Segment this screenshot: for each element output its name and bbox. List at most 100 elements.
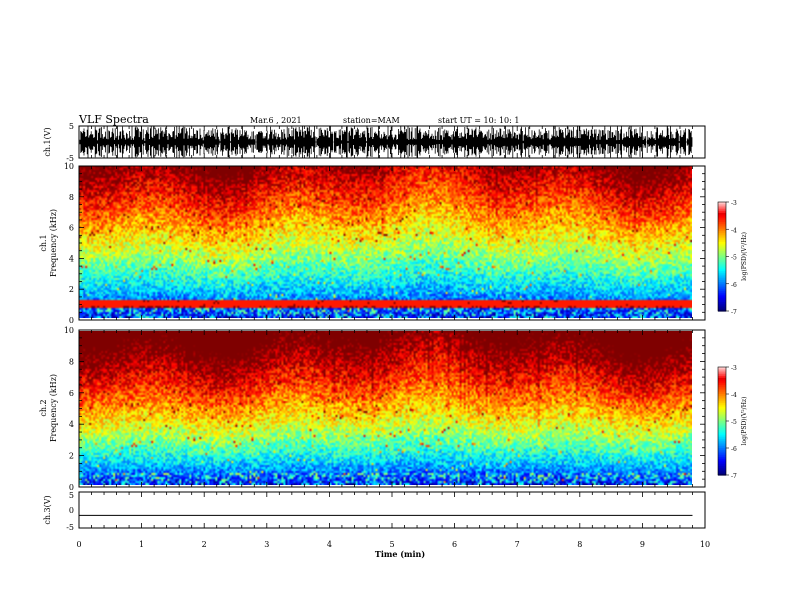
ch1-colorbar: -3 -4 -5 -6 -7 log(PSD)(V²/Hz) <box>717 200 748 316</box>
x-tick-label: 6 <box>452 540 457 549</box>
colorbar-segment <box>718 225 726 229</box>
station-label: station=MAM <box>343 116 400 125</box>
colorbar-segment <box>718 265 726 268</box>
colorbar-segment <box>718 444 726 447</box>
colorbar-segment <box>718 216 726 219</box>
colorbar-segment <box>718 307 726 310</box>
colorbar-segment <box>718 426 726 429</box>
ch3-ytick-bottom: -5 <box>66 523 74 532</box>
x-tick-label: 10 <box>700 540 710 549</box>
colorbar-segment <box>718 274 726 278</box>
colorbar-segment <box>718 238 726 241</box>
colorbar-segment <box>718 243 726 247</box>
colorbar-segment <box>718 212 726 216</box>
colorbar-segment <box>718 421 726 424</box>
colorbar-segment <box>718 258 726 261</box>
colorbar-segment <box>718 458 726 462</box>
colorbar-segment <box>718 376 726 379</box>
colorbar-segment <box>718 218 726 221</box>
colorbar-segment <box>718 449 726 453</box>
ch3-waveform-frame <box>78 491 706 529</box>
colorbar-segment <box>718 453 726 456</box>
ch1-spectrogram-yticks: 0 2 4 6 8 10 <box>64 162 705 325</box>
colorbar-segment <box>718 202 726 205</box>
ch1-spectrogram-ylabel: ch.1 <box>39 234 48 251</box>
colorbar-segment <box>718 417 726 420</box>
colorbar-segment <box>718 291 726 294</box>
colorbar-segment <box>718 448 726 451</box>
ch1-spectrogram-panel: 0 2 4 6 8 10 ch.1 Frequency (kHz) -3 -4 -5 -6 -7 l… <box>39 162 748 325</box>
colorbar-segment <box>718 394 726 397</box>
ch2-spectrogram-panel: 0 2 4 6 8 10 ch.2 Frequency (kHz) -3 -4 -5 -6 -7 l… <box>39 326 748 492</box>
colorbar-segment <box>718 437 726 440</box>
ch1-waveform-panel: 5 -5 ch.1(V) <box>43 122 706 163</box>
colorbar-segment <box>718 464 726 467</box>
ch2-spectrogram-ylabel: ch.2 <box>39 399 48 416</box>
y-tick-label: 4 <box>69 420 74 429</box>
ch1-frequency-label: Frequency (kHz) <box>49 209 58 277</box>
colorbar-segment <box>718 285 726 288</box>
colorbar-segment <box>718 300 726 303</box>
colorbar-tick-label: -6 <box>731 282 737 289</box>
colorbar-segment <box>718 245 726 249</box>
ch1-waveform-path <box>79 126 693 158</box>
x-tick-label: 7 <box>515 540 520 549</box>
date-label: Mar.6 , 2021 <box>250 116 302 125</box>
colorbar-segment <box>718 294 726 298</box>
colorbar-tick-label: -5 <box>731 419 737 426</box>
colorbar-segment <box>718 377 726 381</box>
colorbar-segment <box>718 424 726 427</box>
colorbar-segment <box>718 415 726 418</box>
ch1-waveform-ylabel: ch.1(V) <box>43 127 52 156</box>
x-axis-label: Time (min) <box>375 549 425 559</box>
colorbar-segment <box>718 211 726 214</box>
ch2-spectrogram-image <box>79 331 692 485</box>
colorbar-segment <box>718 283 726 287</box>
colorbar-segment <box>718 261 726 265</box>
ch2-colorbar: -3 -4 -5 -6 -7 log(PSD)(V²/Hz) <box>717 365 748 480</box>
colorbar-segment <box>718 203 726 207</box>
colorbar-segment <box>718 292 726 296</box>
y-tick-label: 6 <box>69 224 74 233</box>
colorbar-segment <box>718 462 726 465</box>
colorbar-segment <box>718 205 726 209</box>
colorbar-segment <box>718 408 726 411</box>
colorbar-tick-label: -3 <box>731 200 737 207</box>
colorbar-segment <box>718 252 726 256</box>
colorbar-segment <box>718 368 726 372</box>
colorbar-segment <box>718 247 726 250</box>
colorbar-segment <box>718 260 726 263</box>
colorbar-segment <box>718 256 726 259</box>
ch2-spectrogram-yticks: 0 2 4 6 8 10 <box>64 326 705 492</box>
colorbar-segment <box>718 383 726 386</box>
colorbar-segment <box>718 289 726 292</box>
colorbar-segment <box>718 406 726 409</box>
colorbar-label: log(PSD)(V²/Hz) <box>741 232 748 281</box>
x-tick-label: 3 <box>264 540 269 549</box>
colorbar-segment <box>718 367 726 370</box>
x-tick-label: 5 <box>389 540 394 549</box>
colorbar-segment <box>718 231 726 234</box>
colorbar-tick-label: -4 <box>731 227 737 234</box>
colorbar-tick-label: -3 <box>731 365 737 372</box>
colorbar-segment <box>718 370 726 373</box>
colorbar-segment <box>718 301 726 305</box>
y-tick-label: 4 <box>69 254 74 263</box>
ch2-frequency-label: Frequency (kHz) <box>49 374 58 442</box>
colorbar-segment <box>718 460 726 463</box>
x-tick-label: 0 <box>76 540 81 549</box>
colorbar-segment <box>718 374 726 377</box>
colorbar-segment <box>718 287 726 290</box>
colorbar-segment <box>718 263 726 267</box>
colorbar-segment <box>718 240 726 243</box>
colorbar-segment <box>718 241 726 245</box>
y-tick-label: 8 <box>69 193 74 202</box>
colorbar-segment <box>718 381 726 384</box>
colorbar-segment <box>718 442 726 445</box>
colorbar-segment <box>718 249 726 252</box>
colorbar-segment <box>718 473 726 476</box>
colorbar-segment <box>718 207 726 210</box>
x-axis-ticks: 0 1 2 3 4 5 6 7 8 9 10 <box>76 126 710 549</box>
colorbar-segment <box>718 254 726 258</box>
